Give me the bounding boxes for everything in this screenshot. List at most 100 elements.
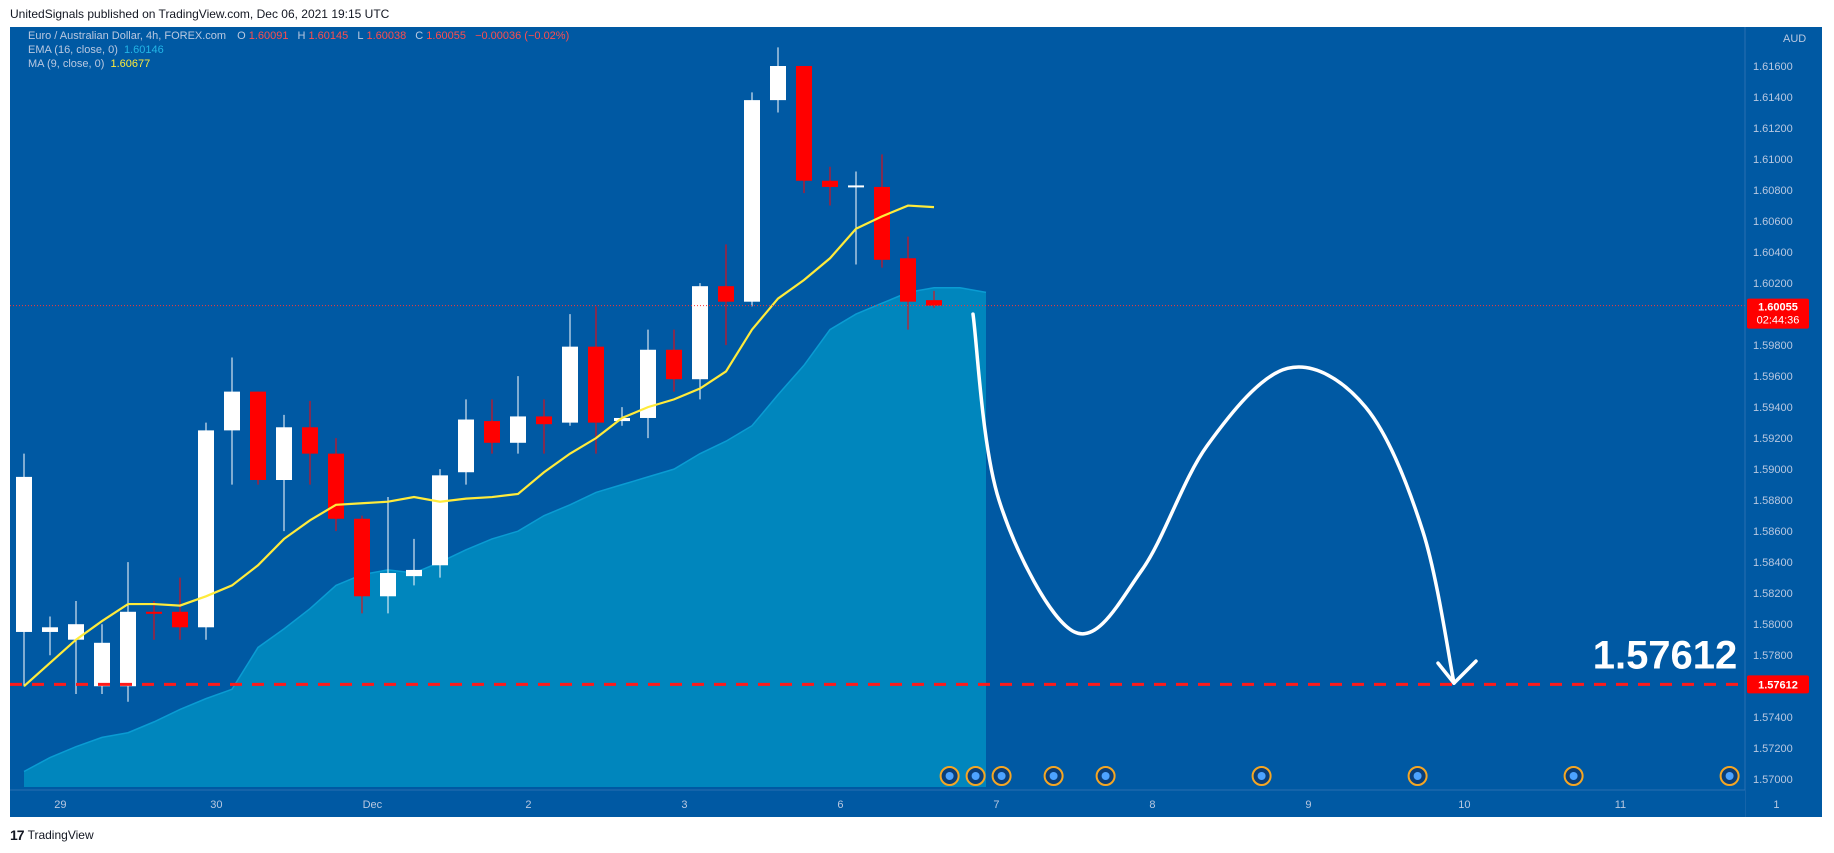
candle-body [510,416,526,443]
event-marker-dot [945,772,954,780]
forecast-arrowhead [1436,659,1478,685]
price-tick-label: 1.59800 [1753,340,1793,352]
candle-body [302,427,318,454]
price-lines [10,305,1745,686]
target-annotation-text: 1.57612 [1593,633,1738,677]
chart-frame[interactable]: 1.57612 1.570001.572001.574001.576001.57… [10,27,1822,817]
legend-ema-row: EMA (16, close, 0) 1.60146 [28,44,164,56]
event-marker-dot [971,772,980,780]
candle-body [484,421,500,443]
price-tick-label: 1.59600 [1753,371,1793,383]
event-markers [939,766,1740,786]
time-tick-label: 8 [1149,799,1155,811]
legend-ema-label: EMA (16, close, 0) [28,44,118,56]
brand-name: TradingView [27,828,94,842]
candle-body [328,453,344,519]
legend-symbol: Euro / Australian Dollar, 4h, FOREX.com [28,30,227,42]
target-price-tag-text: 1.57612 [1758,679,1798,691]
price-tick-label: 1.60400 [1753,247,1793,259]
price-tick-label: 1.59000 [1753,464,1793,476]
forecast-curve [971,312,1456,685]
candle-body [250,391,266,480]
ema-line [23,286,987,773]
candle-body [380,573,396,597]
price-tick-label: 1.59400 [1753,402,1793,414]
time-tick-label: 6 [837,799,843,811]
price-chart[interactable]: 1.57612 1.570001.572001.574001.576001.57… [10,27,1822,817]
price-tick-label: 1.58800 [1753,495,1793,507]
event-marker-dot [1725,772,1734,780]
legend-change: −0.00036 (−0.02%) [475,30,570,42]
event-marker-dot [1101,772,1110,780]
tradingview-brand[interactable]: 17 TradingView [10,827,94,843]
candle-body [692,286,708,380]
candle-body [16,476,32,632]
target-price-tag [1747,675,1809,694]
price-axis: 1.570001.572001.574001.576001.578001.580… [1744,27,1822,817]
candle-body [874,186,890,260]
candle-body [68,624,84,640]
time-axis-panel [10,790,1745,817]
candle-body [406,569,422,577]
ma-series-line [23,204,935,688]
legend-ma-value: 1.60677 [110,58,151,70]
candle-body [822,180,838,187]
price-tick-label: 1.57400 [1753,712,1793,724]
price-tick-label: 1.61200 [1753,123,1793,135]
legend-h-label: H [297,30,306,42]
ema-fill-area [24,287,986,787]
ema-area [23,286,987,787]
candle-body [120,611,136,687]
legend-open: 1.60091 [248,30,289,42]
candle-body [172,611,188,628]
legend-symbol-row: Euro / Australian Dollar, 4h, FOREX.com … [28,30,569,42]
event-marker-dot [1413,772,1422,780]
legend-o-label: O [237,30,246,42]
currency-label: AUD [1783,33,1806,45]
candle-body [276,427,292,480]
event-marker-dot [1257,772,1266,780]
ma-line [23,204,935,688]
price-tick-label: 1.58600 [1753,526,1793,538]
publisher-line: UnitedSignals published on TradingView.c… [10,7,390,21]
time-tick-label: 3 [681,799,687,811]
candle-body [614,417,630,422]
candle-body [146,611,162,614]
forecast-path: 1.57612 [971,312,1738,685]
candle-body [536,416,552,425]
time-tick-label: 9 [1305,799,1311,811]
candles [16,47,942,702]
candle-body [666,349,682,380]
legend-high: 1.60145 [308,30,349,42]
time-tick-label: 29 [54,799,66,811]
event-marker-dot [997,772,1006,780]
candle-body [796,66,812,181]
candle-body [354,518,370,597]
legend-ma-row: MA (9, close, 0) 1.60677 [28,58,150,70]
time-axis: 29 30 Dec 2 3 6 7 8 9 10 11 1 [10,789,1779,817]
candle-body [926,300,942,306]
time-tick-label: 11 [1615,799,1626,811]
countdown-text: 02:44:36 [1757,315,1800,327]
candle-body [42,627,58,632]
legend-ma-label: MA (9, close, 0) [28,58,105,70]
price-tick-label: 1.57200 [1753,743,1793,755]
price-tick-label: 1.61600 [1753,61,1793,73]
legend-c-label: C [415,30,424,42]
time-tick-label: 2 [525,799,531,811]
candle-body [900,258,916,302]
time-tick-label: 30 [210,799,222,811]
candle-body [458,419,474,473]
price-tick-label: 1.59200 [1753,433,1793,445]
candle-body [432,475,448,566]
candle-body [562,346,578,423]
price-tick-label: 1.57800 [1753,650,1793,662]
price-tick-label: 1.58200 [1753,588,1793,600]
tradingview-logo-icon: 17 [10,827,25,843]
price-tick-label: 1.58000 [1753,619,1793,631]
candle-body [848,185,864,188]
price-tick-label: 1.60600 [1753,216,1793,228]
candle-body [718,286,734,302]
price-axis-panel [1745,27,1822,817]
legend-close: 1.60055 [426,30,466,42]
